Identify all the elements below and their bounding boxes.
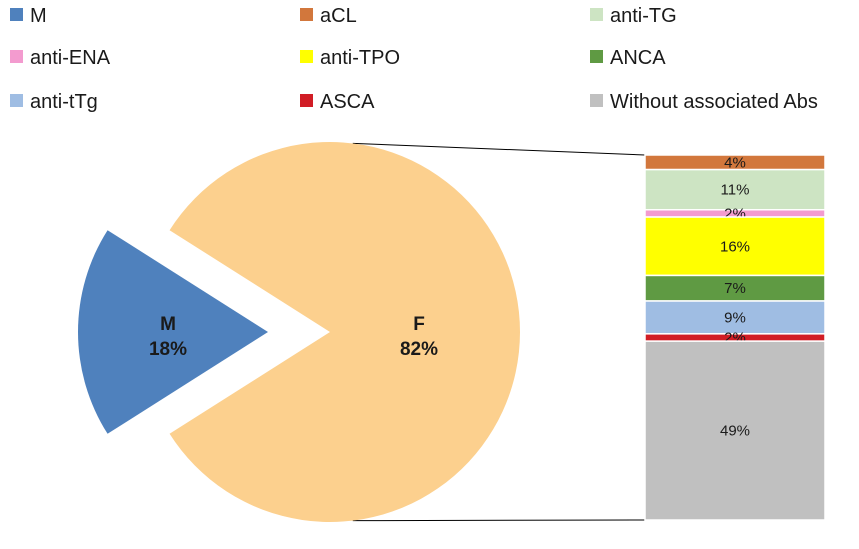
bar-label-anti-ttg: 9%	[724, 309, 746, 326]
pie-value-f: 82%	[400, 339, 438, 360]
legend-label-anti-tpo: anti-TPO	[320, 47, 400, 69]
pie-slice-m	[78, 230, 268, 434]
legend-swatch-without-associated-abs	[590, 94, 603, 107]
legend-swatch-anti-ena	[10, 50, 23, 63]
bar-segment-without-associated-abs	[644, 340, 826, 521]
pie-label-f: F	[413, 314, 425, 335]
bar-label-acl: 4%	[724, 154, 746, 171]
bar-segment-anca	[644, 274, 826, 302]
legend-label-without-associated-abs: Without associated Abs	[610, 91, 818, 113]
legend-label-anti-tg: anti-TG	[610, 5, 677, 27]
legend-swatch-asca	[300, 94, 313, 107]
pie-value-m: 18%	[149, 339, 187, 360]
bar-segment-anti-tpo	[644, 216, 826, 277]
legend-label-acl: aCL	[320, 5, 357, 27]
connector-line-top	[352, 142, 646, 156]
legend-swatch-acl	[300, 8, 313, 21]
bar-label-anti-tg: 11%	[721, 182, 750, 199]
legend-swatch-anti-ttg	[10, 94, 23, 107]
legend-label-anca: ANCA	[610, 47, 666, 69]
pie-label-m: M	[160, 314, 176, 335]
legend-label-anti-ttg: anti-tTg	[30, 91, 98, 113]
legend-swatch-anti-tg	[590, 8, 603, 21]
bar-segment-anti-ttg	[644, 300, 826, 335]
bar-label-anca: 7%	[724, 280, 746, 297]
bar-label-without-associated-abs: 49%	[720, 423, 750, 440]
legend-label-m: M	[30, 5, 47, 27]
legend-swatch-m	[10, 8, 23, 21]
legend-swatch-anca	[590, 50, 603, 63]
connector-lines	[352, 142, 646, 522]
pie-slice-f	[169, 142, 521, 523]
bar-label-anti-tpo: 16%	[720, 238, 750, 255]
pie-chart: M 18% F 82%	[78, 142, 521, 523]
legend-label-asca: ASCA	[320, 91, 375, 113]
stacked-bar: 4%11%2%16%7%9%2%49%	[644, 154, 826, 521]
legend-swatch-anti-tpo	[300, 50, 313, 63]
connector-line-bottom	[352, 519, 646, 522]
legend-label-anti-ena: anti-ENA	[30, 47, 111, 69]
bar-segment-anti-tg	[644, 168, 826, 211]
